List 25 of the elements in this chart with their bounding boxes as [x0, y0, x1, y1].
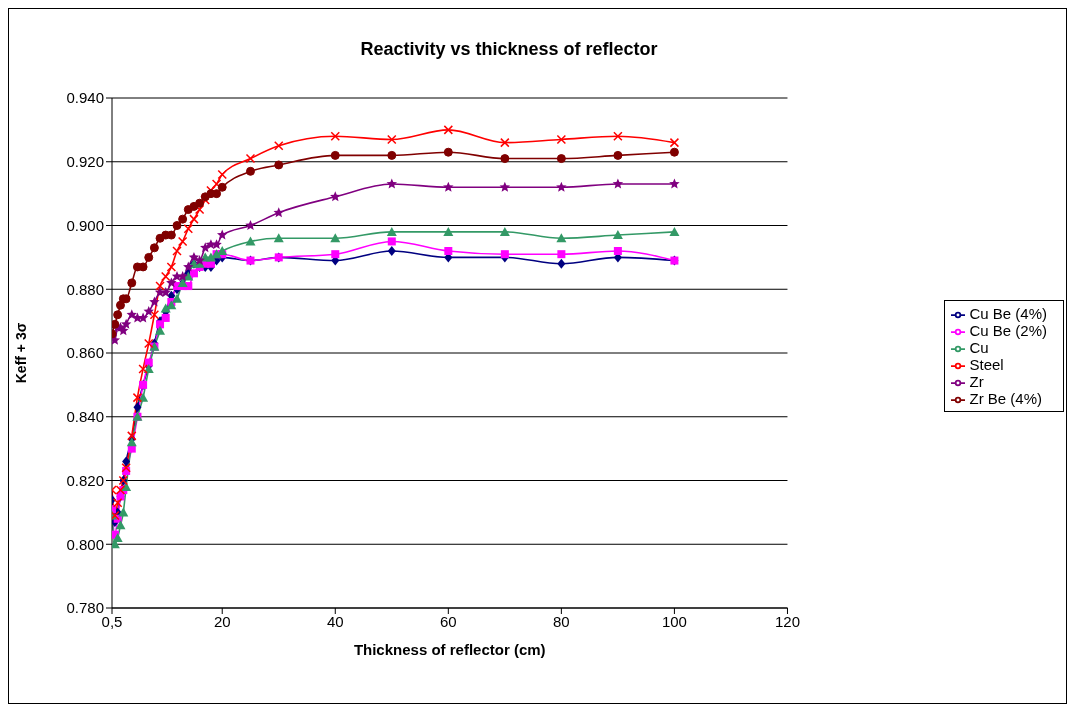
y-tick-label: 0.880: [66, 280, 104, 298]
y-tick-label: 0.840: [66, 408, 104, 426]
y-tick-label: 0.920: [66, 153, 104, 171]
legend-label: Steel: [969, 356, 1004, 373]
x-tick-label: 120: [774, 612, 800, 630]
y-tick-label: 0.820: [66, 471, 104, 489]
y-tick-label: 0.800: [66, 535, 104, 553]
y-tick-label: 0.940: [66, 89, 104, 107]
y-tick-label: 0.900: [66, 216, 104, 234]
legend-label: Cu: [969, 338, 989, 356]
legend-label: Cu Be (2%): [969, 321, 1047, 339]
legend-label: Zr: [969, 373, 984, 391]
x-tick-label: 100: [661, 612, 687, 630]
x-axis-title: Thickness of reflector (cm): [353, 641, 546, 658]
x-tick-label: 0,5: [101, 612, 123, 630]
legend-label: Zr Be (4%): [969, 390, 1042, 408]
x-tick-label: 40: [326, 612, 344, 630]
y-tick-label: 0.780: [66, 599, 104, 617]
x-tick-label: 80: [553, 612, 570, 630]
chart-title: Reactivity vs thickness of reflector: [359, 39, 659, 60]
legend-label: Cu Be (4%): [969, 304, 1047, 322]
y-axis-title: Keff + 3σ: [12, 322, 29, 384]
x-tick-label: 60: [439, 612, 457, 630]
x-tick-label: 20: [213, 612, 231, 630]
y-tick-label: 0.860: [66, 344, 104, 362]
